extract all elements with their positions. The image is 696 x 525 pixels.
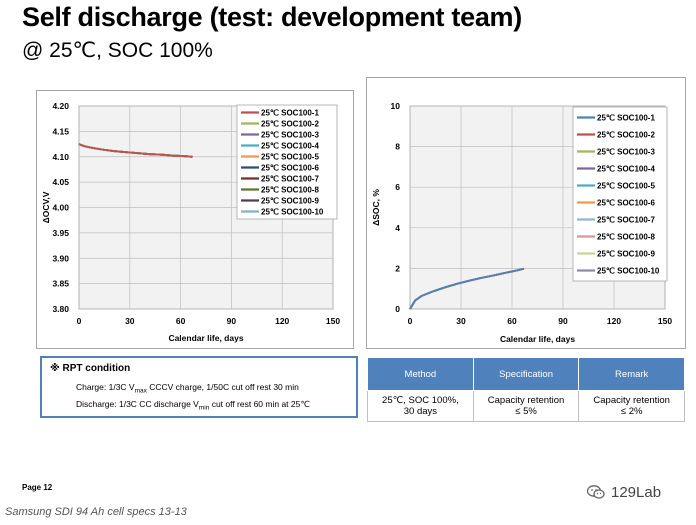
rpt-charge-post: CCCV charge, 1/50C cut off rest 30 min <box>146 382 299 392</box>
y-tick-label: 4.05 <box>52 177 69 187</box>
x-tick-label: 0 <box>408 316 413 326</box>
rpt-discharge-line: Discharge: 1/3C CC discharge Vmin cut of… <box>76 399 310 412</box>
legend-entry: 25℃ SOC100-2 <box>597 131 655 140</box>
legend-entry: 25℃ SOC100-6 <box>597 199 655 208</box>
legend-entry: 25℃ SOC100-9 <box>261 197 319 206</box>
x-axis-label: Calendar life, days <box>500 334 575 344</box>
legend-entry: 25℃ SOC100-5 <box>597 182 655 191</box>
y-tick-label: 4 <box>395 223 400 233</box>
legend-entry: 25℃ SOC100-8 <box>261 186 319 195</box>
legend-entry: 25℃ SOC100-7 <box>261 175 319 184</box>
soc-chart: 10 8 6 4 2 0 0 30 60 90 120 150 Calendar life, days Δ… <box>366 77 686 349</box>
rpt-title: ※ RPT condition <box>50 363 131 374</box>
y-tick-label: 2 <box>395 263 400 273</box>
page-number: Page 12 <box>22 483 53 492</box>
y-tick-label: 0 <box>395 304 400 314</box>
series-line <box>78 143 193 158</box>
legend-entry: 25℃ SOC100-3 <box>261 131 319 140</box>
cell-specification: Capacity retention ≤ 5% <box>472 390 580 422</box>
legend-entry: 25℃ SOC100-1 <box>597 114 655 123</box>
x-tick-label: 0 <box>77 316 82 326</box>
x-tick-label: 90 <box>227 316 237 326</box>
rpt-charge-pre: Charge: 1/3C V <box>76 382 135 392</box>
x-tick-label: 30 <box>456 316 466 326</box>
wechat-icon <box>586 485 605 499</box>
ocv-chart: 4.20 4.15 4.10 4.05 4.00 3.95 3.90 3.85 3.80 0 30 6… <box>36 90 354 349</box>
x-tick-label: 60 <box>507 316 517 326</box>
y-tick-label: 4.10 <box>52 152 69 162</box>
table-row: 25℃, SOC 100%, 30 days Capacity retention… <box>367 390 685 422</box>
legend-entry: 25℃ SOC100-7 <box>597 216 655 225</box>
legend-box <box>572 106 668 282</box>
legend-entry: 25℃ SOC100-1 <box>261 109 319 118</box>
cell-spec-line1: Capacity retention <box>487 395 565 406</box>
x-tick-label: 120 <box>607 316 621 326</box>
brand-name: 129Lab <box>611 484 662 501</box>
y-tick-label: 6 <box>395 182 400 192</box>
brand-watermark: 129Lab <box>586 484 662 501</box>
soc-chart-svg: 10 8 6 4 2 00 30 60 90 120 150 Calendar life, days Δ… <box>371 101 672 344</box>
slide-subtitle: @ 25℃, SOC 100% <box>22 39 213 62</box>
x-tick-label: 90 <box>558 316 568 326</box>
rpt-charge-line: Charge: 1/3C Vmax CCCV charge, 1/50C cut… <box>76 382 299 395</box>
legend-entry: 25℃ SOC100-4 <box>261 142 319 151</box>
cell-method-line1: 25℃, SOC 100%, <box>382 395 459 406</box>
legend-entry: 25℃ SOC100-2 <box>261 120 319 129</box>
legend-entry: 25℃ SOC100-3 <box>597 148 655 157</box>
image-caption: Samsung SDI 94 Ah cell specs 13-13 <box>5 506 187 518</box>
header-specification: Specification <box>472 357 580 391</box>
y-tick-label: 4.00 <box>52 203 69 213</box>
y-tick-label: 4.20 <box>52 101 69 111</box>
y-tick-label: 8 <box>395 142 400 152</box>
legend-entry: 25℃ SOC100-5 <box>261 153 319 162</box>
legend-entry: 25℃ SOC100-6 <box>261 164 319 173</box>
slide-title: Self discharge (test: development team) <box>22 2 522 32</box>
x-tick-label: 60 <box>176 316 186 326</box>
rpt-discharge-pre: Discharge: 1/3C CC discharge V <box>76 399 199 409</box>
y-tick-label: 3.85 <box>52 279 69 289</box>
y-axis-label: ΔOCV,V <box>41 191 51 223</box>
cell-method: 25℃, SOC 100%, 30 days <box>367 390 474 422</box>
x-tick-label: 150 <box>326 316 340 326</box>
rpt-discharge-sub: min <box>198 404 210 412</box>
cell-remark: Capacity retention ≤ 2% <box>578 390 685 422</box>
series-line <box>409 267 525 310</box>
ocv-chart-svg: 4.20 4.15 4.10 4.05 4.00 3.95 3.90 3.85 3.80 0 30 6… <box>41 101 340 343</box>
y-axis-label: ΔSOC, % <box>371 189 381 226</box>
legend-entry: 25℃ SOC100-4 <box>597 165 655 174</box>
x-tick-label: 30 <box>125 316 135 326</box>
cell-method-line2: 30 days <box>403 406 438 417</box>
x-axis-label: Calendar life, days <box>168 333 243 343</box>
rpt-charge-sub: max <box>134 387 147 395</box>
legend-entry: 25℃ SOC100-10 <box>261 208 324 217</box>
y-tick-label: 3.90 <box>52 253 69 263</box>
rpt-condition-box: ※ RPT condition Charge: 1/3C Vmax CCCV c… <box>40 356 358 418</box>
y-tick-label: 10 <box>391 101 401 111</box>
header-method: Method <box>367 357 474 391</box>
y-tick-label: 3.80 <box>52 304 69 314</box>
cell-spec-line2: ≤ 5% <box>515 406 537 417</box>
x-tick-label: 120 <box>275 316 289 326</box>
legend-entry: 25℃ SOC100-8 <box>597 233 655 242</box>
spec-table-header-row: Method Specification Remark <box>367 357 685 391</box>
legend-entry: 25℃ SOC100-9 <box>597 250 655 259</box>
spec-table: Method Specification Remark 25℃, SOC 100… <box>367 357 685 422</box>
header-remark: Remark <box>578 357 685 391</box>
y-tick-label: 4.15 <box>52 126 69 136</box>
rpt-discharge-post: cut off rest 60 min at 25℃ <box>209 399 310 409</box>
cell-remark-line2: ≤ 2% <box>620 406 643 417</box>
x-tick-label: 150 <box>658 316 672 326</box>
cell-remark-line1: Capacity retention <box>593 395 670 406</box>
legend-entry: 25℃ SOC100-10 <box>597 267 660 276</box>
y-tick-label: 3.95 <box>52 228 69 238</box>
